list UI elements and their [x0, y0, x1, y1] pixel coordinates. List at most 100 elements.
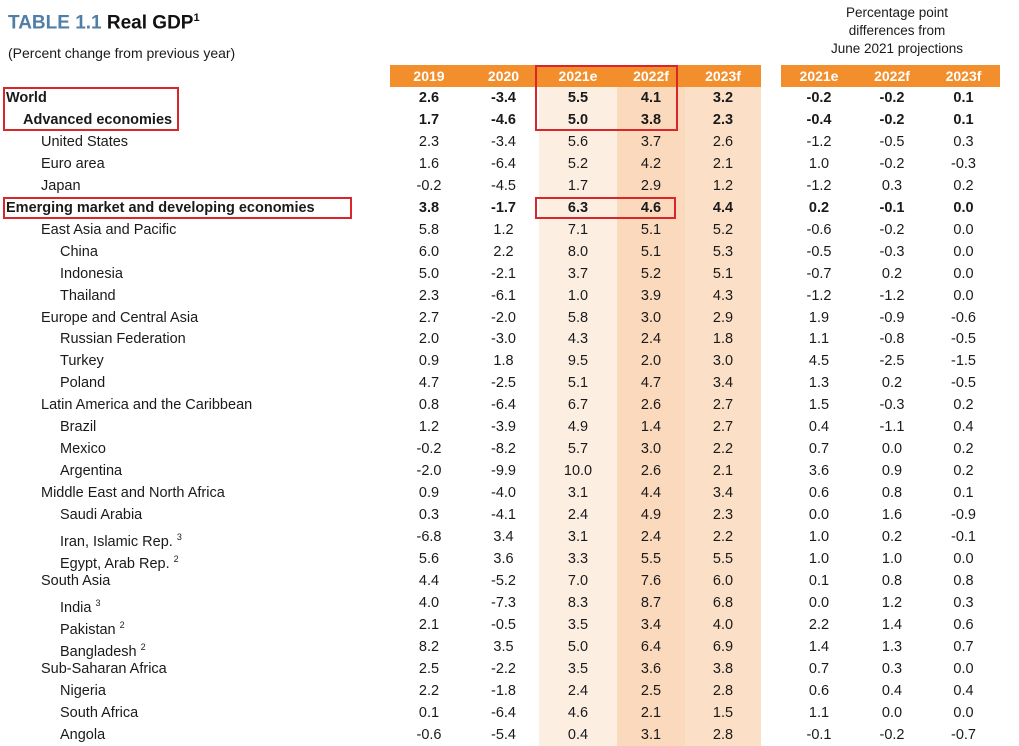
value-cell-2023f: 4.3	[712, 287, 734, 304]
diff-cell-2021e: -0.6	[806, 221, 832, 238]
value-cell-2023f: 5.3	[712, 243, 734, 260]
diff-cell-2023f: -0.5	[951, 375, 976, 392]
diff-header-2021e: 2021e	[799, 68, 839, 84]
value-cell-2020: -5.2	[491, 572, 516, 589]
diff-cell-2022f: -0.2	[879, 111, 905, 128]
diff-cell-2021e: 1.1	[808, 704, 830, 721]
diff-cell-2023f: 0.1	[953, 90, 974, 106]
value-cell-2019: 1.2	[418, 419, 440, 436]
row-label: Brazil	[60, 416, 96, 438]
value-cell-2021e: 3.5	[567, 660, 589, 677]
value-cell-2021e: 5.5	[567, 90, 589, 106]
value-cell-2019: -0.2	[416, 441, 442, 458]
value-cell-2020: 1.8	[493, 353, 514, 370]
value-cell-2020: -4.1	[491, 507, 516, 524]
row-label-text: Latin America and the Caribbean	[41, 397, 253, 414]
diff-header-2023f: 2023f	[945, 68, 982, 84]
diff-cell-2023f: 0.2	[953, 177, 974, 194]
value-cell-2019: -0.6	[416, 726, 442, 743]
row-label: Emerging market and developing economies	[6, 197, 315, 219]
diff-cell-2022f: 1.3	[881, 638, 903, 655]
row-label-text: Indonesia	[60, 265, 123, 282]
table-row-euro-area: Euro area 1.6 -6.4 5.2 4.2 2.1 1.0 -0.2 -0.3	[0, 153, 1019, 175]
diff-cell-2021e: -0.4	[806, 111, 832, 128]
diff-cell-2022f: -0.8	[879, 331, 905, 348]
table-row-advanced-economies: Advanced economies 1.7 -4.6 5.0 3.8 2.3 -0.4 -0…	[0, 109, 1019, 131]
row-label-text: Pakistan	[60, 621, 116, 638]
row-label-text: Thailand	[60, 287, 116, 304]
row-label: Euro area	[41, 153, 105, 175]
table-row-russian-federation: Russian Federation 2.0 -3.0 4.3 2.4 1.8 1.1 -0.…	[0, 328, 1019, 350]
value-cell-2020: 2.2	[493, 243, 514, 260]
row-label: Mexico	[60, 438, 106, 460]
row-label: Latin America and the Caribbean	[41, 394, 252, 416]
row-label: Poland	[60, 372, 105, 394]
diff-cell-2023f: -1.5	[951, 353, 976, 370]
value-cell-2022f: 4.2	[640, 155, 662, 172]
value-cell-2020: -1.8	[491, 682, 516, 699]
value-cell-2020: -4.6	[491, 111, 516, 128]
value-cell-2023f: 3.2	[712, 90, 734, 106]
row-label: Turkey	[60, 350, 104, 372]
value-cell-2021e: 6.3	[567, 199, 589, 216]
diff-cell-2022f: 1.0	[881, 550, 903, 567]
value-cell-2021e: 8.3	[567, 594, 589, 611]
diff-cell-2022f: -0.3	[879, 243, 905, 260]
diff-cell-2023f: 0.3	[953, 594, 974, 611]
diff-header-2022f: 2022f	[874, 68, 910, 84]
value-cell-2020: -6.4	[491, 155, 516, 172]
value-cell-2019: 0.3	[418, 507, 440, 524]
value-cell-2022f: 5.1	[640, 243, 662, 260]
value-cell-2023f: 2.9	[712, 309, 734, 326]
column-header-2020: 2020	[487, 68, 520, 84]
row-label: Russian Federation	[60, 328, 186, 350]
value-cell-2023f: 6.9	[712, 638, 734, 655]
diff-cell-2023f: 0.0	[953, 265, 974, 282]
row-label: South Africa	[60, 702, 138, 724]
row-label-text: Nigeria	[60, 682, 106, 699]
diff-cell-2021e: 1.4	[808, 638, 830, 655]
row-label: Thailand	[60, 285, 116, 307]
diff-cell-2021e: 2.2	[808, 616, 830, 633]
row-label-text: Angola	[60, 726, 106, 743]
value-cell-2019: -0.2	[416, 177, 442, 194]
row-label: South Asia	[41, 570, 110, 592]
value-cell-2023f: 2.8	[712, 682, 734, 699]
value-cell-2019: 4.4	[418, 572, 440, 589]
row-label-text: Bangladesh	[60, 643, 137, 660]
differences-note-line: differences from	[848, 23, 946, 38]
value-cell-2023f: 2.8	[712, 726, 734, 743]
value-cell-2023f: 3.8	[712, 660, 734, 677]
value-cell-2019: 5.6	[418, 550, 440, 567]
row-label-text: Brazil	[60, 419, 97, 436]
table-row-east-asia-and-pacific: East Asia and Pacific 5.8 1.2 7.1 5.1 5.2 -0.6…	[0, 219, 1019, 241]
row-label: China	[60, 241, 98, 263]
value-cell-2021e: 5.7	[567, 441, 589, 458]
table-title: TABLE 1.1 Real GDP1	[8, 12, 200, 34]
diff-cell-2023f: 0.2	[953, 441, 974, 458]
value-cell-2021e: 7.1	[567, 221, 589, 238]
diff-cell-2021e: 0.7	[808, 660, 830, 677]
row-label-text: Egypt, Arab Rep.	[60, 555, 170, 572]
value-cell-2021e: 3.7	[567, 265, 589, 282]
value-cell-2021e: 5.2	[567, 155, 589, 172]
diff-cell-2021e: 1.3	[808, 375, 830, 392]
value-cell-2023f: 1.2	[712, 177, 734, 194]
table-row-saudi-arabia: Saudi Arabia 0.3 -4.1 2.4 4.9 2.3 0.0 1.6 -0.9	[0, 504, 1019, 526]
value-cell-2022f: 4.7	[640, 375, 662, 392]
diff-cell-2022f: 0.3	[881, 660, 903, 677]
value-cell-2020: -3.4	[491, 133, 516, 150]
row-label-text: South Asia	[41, 572, 111, 589]
diff-cell-2022f: 0.2	[881, 529, 903, 545]
value-cell-2020: -6.4	[491, 704, 516, 721]
row-label: United States	[41, 131, 128, 153]
diff-cell-2023f: 0.2	[953, 397, 974, 414]
row-label: Egypt, Arab Rep. 2	[60, 548, 179, 572]
value-cell-2020: -2.5	[491, 375, 516, 392]
value-cell-2020: -3.9	[491, 419, 516, 436]
table-row-indonesia: Indonesia 5.0 -2.1 3.7 5.2 5.1 -0.7 0.2 0.0	[0, 263, 1019, 285]
diff-cell-2023f: 0.3	[953, 133, 974, 150]
row-label: Saudi Arabia	[60, 504, 142, 526]
row-label-text: Russian Federation	[60, 331, 186, 348]
diff-cell-2022f: 0.8	[881, 572, 903, 589]
